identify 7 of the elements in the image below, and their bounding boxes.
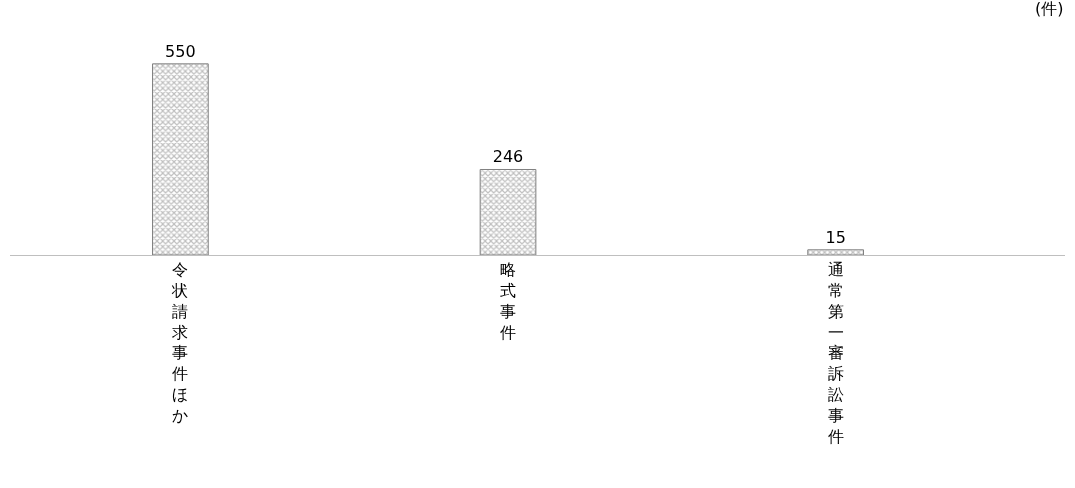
category-label: 通常第一審訴訟事件 bbox=[827, 260, 844, 446]
data-label: 15 bbox=[825, 227, 846, 247]
x-tick-label: 略式事件 bbox=[500, 260, 517, 342]
x-tick-label: 令状請求事件ほか bbox=[171, 260, 189, 425]
data-label: 550 bbox=[165, 41, 196, 61]
text: (件) bbox=[1035, 0, 1064, 18]
data-label: 246 bbox=[492, 147, 524, 167]
